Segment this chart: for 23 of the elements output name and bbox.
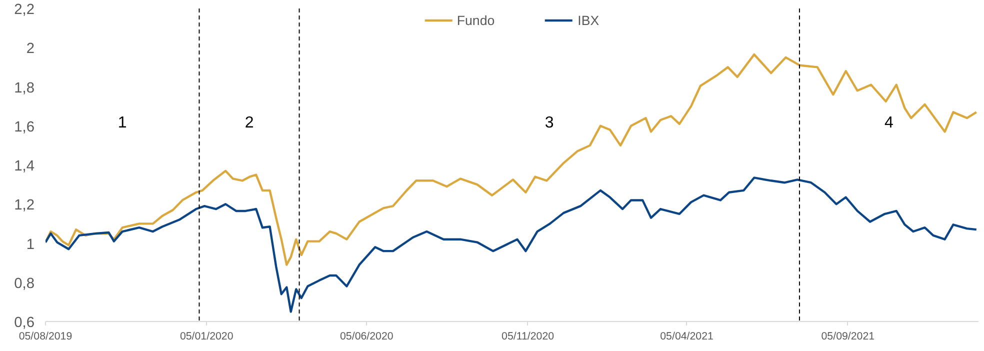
y-tick-label: 1,8 bbox=[14, 80, 34, 96]
x-tick-label: 05/09/2021 bbox=[821, 330, 875, 342]
x-tick-label: 05/11/2020 bbox=[502, 330, 554, 342]
legend-label: IBX bbox=[578, 12, 600, 28]
y-tick-label: 1 bbox=[26, 236, 35, 253]
x-tick-label: 05/08/2019 bbox=[18, 330, 72, 342]
y-tick-label: 1,2 bbox=[14, 198, 34, 214]
annotation: 2 bbox=[244, 114, 254, 132]
y-tick-label: 2,2 bbox=[14, 2, 34, 18]
line-series bbox=[46, 53, 978, 266]
y-tick-label: 2 bbox=[26, 41, 35, 58]
annotation: 4 bbox=[884, 114, 894, 132]
x-tick-label: 05/01/2020 bbox=[180, 330, 234, 342]
annotation: 1 bbox=[118, 114, 127, 132]
x-tick-label: 05/06/2020 bbox=[340, 330, 394, 342]
annotation: 3 bbox=[544, 114, 554, 132]
x-tick-label: 05/04/2021 bbox=[660, 330, 714, 342]
y-tick-label: 1,6 bbox=[14, 119, 34, 136]
line-series bbox=[46, 176, 978, 313]
y-tick-label: 0,6 bbox=[14, 315, 34, 331]
y-tick-label: 1,4 bbox=[14, 158, 34, 174]
y-tick-label: 0,8 bbox=[14, 276, 34, 292]
legend-label: Fundo bbox=[456, 12, 495, 28]
